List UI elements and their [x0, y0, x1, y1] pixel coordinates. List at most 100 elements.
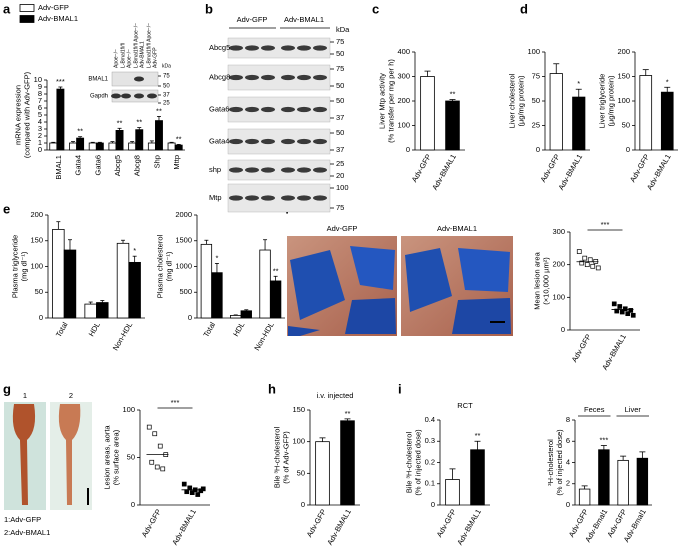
bar: [617, 459, 629, 506]
photo-key: 1:Adv-GFP: [4, 515, 41, 524]
y-tick-label: 50: [297, 468, 305, 477]
y-axis-label: (% of Adv-GFP): [281, 431, 290, 484]
y-axis-label: (% transfer per mg per h): [386, 59, 395, 143]
point: [157, 443, 163, 449]
legend-swatch: [19, 4, 35, 12]
x-tick-label: Non-HDL: [111, 320, 134, 352]
significance: ***: [56, 77, 65, 86]
panel-letter: b: [205, 1, 213, 16]
bar: [639, 75, 653, 151]
x-tick-label: Abcg8: [133, 155, 142, 176]
significance: *: [577, 79, 580, 88]
inset-row-label: Gapdh: [90, 94, 108, 100]
y-axis-label: (µg/mg protein): [516, 75, 525, 127]
bar: [88, 142, 97, 151]
y-tick-label: 0.3: [425, 436, 435, 445]
x-tick-label: Adv-GFP: [570, 332, 593, 363]
y-axis-label: Bile ³H-cholesterol: [272, 427, 281, 489]
bar: [116, 242, 130, 319]
y-tick-label: 2000: [175, 210, 192, 219]
blot-band: [297, 74, 311, 81]
x-tick-label: Adv-GFP: [410, 152, 433, 183]
y-tick-label: 0: [188, 313, 192, 322]
bar: [49, 142, 58, 151]
point: [189, 490, 195, 495]
blot-band: [313, 138, 327, 145]
blot-band: [261, 195, 275, 201]
x-tick-label: BMAL1: [54, 155, 63, 180]
y-tick-label: 10: [34, 75, 42, 84]
blot-marker: 37: [336, 145, 344, 154]
bar: [95, 142, 104, 151]
y-tick-label: 400: [397, 47, 410, 56]
panel-letter: e: [3, 201, 10, 216]
blot-band: [297, 138, 311, 145]
point: [579, 260, 585, 266]
blot-row-label: Mtp: [209, 193, 222, 202]
y-tick-label: 1: [38, 138, 42, 147]
chart-title: RCT: [457, 401, 473, 410]
group-label: Liver: [625, 405, 642, 414]
bar: [340, 420, 355, 506]
y-axis-label: (% of injected dose): [555, 429, 564, 496]
bar: [147, 142, 156, 151]
inset-column-label: Adv-BMAL1: [139, 41, 145, 68]
bar: [155, 120, 163, 151]
significance: **: [77, 127, 83, 136]
inset-row-label: BMAL1: [88, 77, 108, 83]
blot-band: [297, 45, 311, 51]
y-tick-label: 0: [561, 325, 565, 334]
legend-label: Adv-BMAL1: [38, 14, 78, 23]
photo-number: 1: [23, 391, 27, 400]
legend-label: Adv-GFP: [38, 3, 69, 12]
x-tick-label: Adv-BMAL1: [325, 507, 353, 546]
significance: **: [176, 134, 182, 143]
y-tick-label: 8: [566, 415, 570, 424]
y-tick-label: 150: [617, 71, 630, 80]
y-axis-label: (% of injected dose): [414, 429, 423, 496]
blot-band: [313, 74, 327, 81]
bar: [660, 91, 674, 151]
photo-f-bmal1: [401, 236, 513, 336]
blot-band: [261, 106, 275, 113]
blot-unit: kDa: [336, 25, 350, 34]
point: [619, 309, 625, 315]
y-tick-label: 300: [397, 71, 410, 80]
blot-band: [245, 106, 259, 113]
y-tick-label: 0: [39, 313, 43, 322]
point: [146, 424, 152, 430]
y-tick-label: 9: [38, 82, 42, 91]
blot-row-label: shp: [209, 165, 221, 174]
panel-letter: d: [520, 1, 528, 16]
inset-marker: 25: [163, 101, 170, 107]
y-tick-label: 500: [179, 287, 192, 296]
x-tick-label: Adv-GFP: [140, 507, 163, 538]
blot-band: [261, 138, 275, 145]
y-tick-label: 0: [566, 500, 570, 509]
panel-letter: c: [372, 1, 379, 16]
y-tick-label: 150: [30, 236, 43, 245]
bar: [578, 488, 591, 506]
bar: [445, 100, 460, 151]
blot-band: [297, 167, 311, 173]
y-tick-label: 3: [38, 124, 42, 133]
blot-band: [229, 195, 243, 201]
x-tick-label: Adv-GFP: [538, 152, 561, 183]
y-tick-label: 100: [122, 405, 135, 414]
point: [149, 459, 155, 465]
x-tick-label: Abcg5: [113, 155, 122, 176]
bar: [128, 142, 137, 151]
point: [590, 263, 596, 269]
point: [595, 265, 601, 271]
inset-column-label: L-Bmal1fl/fl Apoe−/−: [146, 23, 152, 68]
blot-marker: 75: [336, 64, 344, 73]
y-axis-label: (compared with Adv-GFP): [23, 71, 32, 158]
y-tick-label: 0.4: [425, 415, 435, 424]
blot-band: [281, 195, 295, 201]
chart-title: i.v. injected: [317, 391, 354, 400]
inset-column-label: L-Bmal1fl/fl: [120, 43, 126, 68]
y-tick-label: 4: [38, 117, 42, 126]
inset-column-label: Apoe−/−: [126, 49, 132, 68]
significance: *: [133, 246, 136, 255]
blot-band: [245, 74, 259, 81]
